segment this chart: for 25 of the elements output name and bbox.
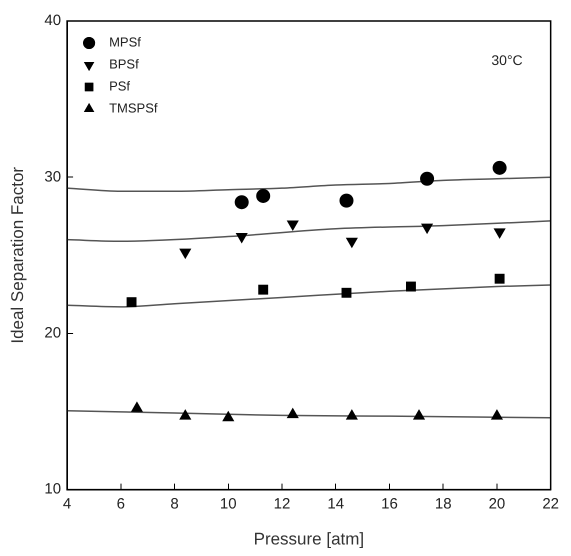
y-axis-title: Ideal Separation Factor (8, 166, 27, 344)
y-tick-label: 10 (44, 480, 62, 498)
x-tick-label: 6 (116, 496, 125, 513)
x-tick-label: 18 (434, 496, 452, 513)
line-series (67, 284, 551, 308)
y-tick-label: 30 (44, 168, 62, 186)
x-tick-label: 16 (381, 496, 398, 513)
x-tick-label: 10 (220, 496, 237, 513)
x-axis-title: Pressure [atm] (254, 529, 364, 548)
legend-label: BPSf (109, 56, 140, 72)
x-tick-label: 8 (170, 496, 179, 513)
legend-label: PSf (109, 78, 130, 94)
y-tick-label: 40 (44, 12, 62, 30)
annotation: 30°C (491, 52, 523, 68)
line-series (67, 220, 551, 242)
line-series (67, 410, 551, 418)
x-tick-label: 4 (62, 496, 72, 513)
y-tick-label: 20 (44, 324, 62, 342)
x-tick-label: 20 (488, 496, 506, 513)
legend-label: TMSPSf (109, 100, 158, 116)
x-tick-label: 14 (327, 496, 344, 513)
legend-label: MPSf (109, 34, 142, 50)
x-tick-label: 22 (542, 496, 559, 513)
line-series (67, 176, 551, 192)
x-tick-label: 12 (274, 496, 290, 513)
